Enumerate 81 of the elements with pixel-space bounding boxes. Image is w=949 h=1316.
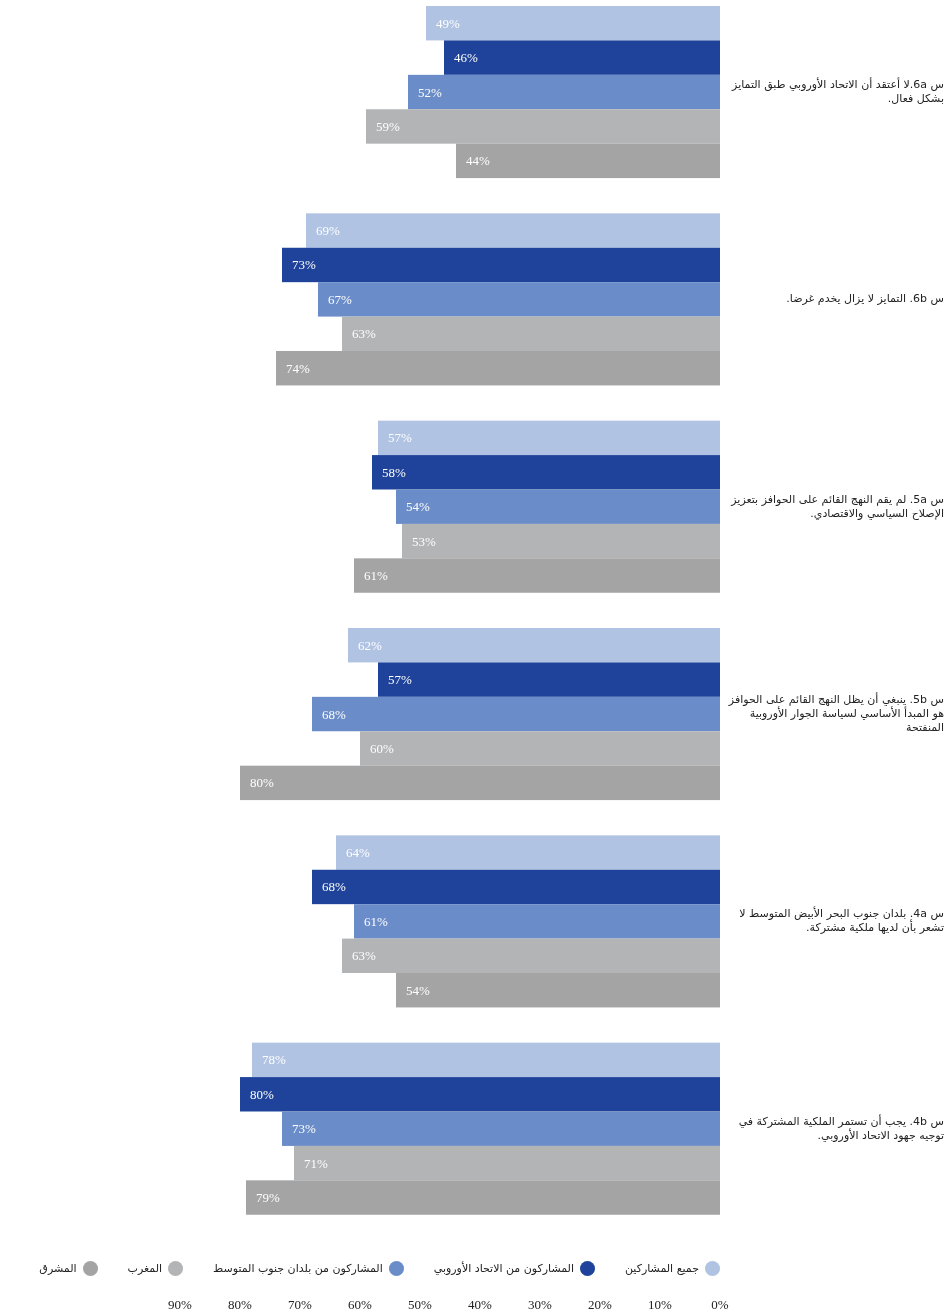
bar <box>408 74 720 110</box>
bar <box>240 765 720 801</box>
data-label: 54% <box>406 499 430 515</box>
bar <box>306 213 720 248</box>
bar <box>252 1042 720 1078</box>
data-label: 73% <box>292 1121 316 1137</box>
bar <box>372 455 720 490</box>
y-tick-label: س 4b. يجب أن تستمر الملكية المشتركة في توجيه جهود الاتحاد الأوروبي. <box>737 1114 944 1143</box>
data-label: 79% <box>256 1190 280 1206</box>
bar <box>282 1111 720 1146</box>
data-label: 63% <box>352 948 376 964</box>
bar <box>348 628 720 663</box>
data-label: 57% <box>388 672 412 688</box>
bar <box>312 869 720 905</box>
data-label: 68% <box>322 879 346 895</box>
data-label: 58% <box>382 464 406 480</box>
data-label: 63% <box>352 326 376 342</box>
bar <box>366 109 720 144</box>
y-tick-label: س 5a. لم يقم النهج القائم على الحوافز بتعزيز الإصلاح السياسي والاقتصادي. <box>729 492 944 521</box>
y-tick-label: س 5b. ينبغي أن يظل النهج القائم على الحوافز هو المبدأ الأساسي لسياسة الجوار الأوروبية المنفتحة <box>727 693 944 736</box>
data-label: 52% <box>418 84 442 100</box>
bar <box>456 143 720 179</box>
x-tick-label: 80% <box>228 1297 253 1312</box>
legend-label: جميع المشاركين <box>624 1262 699 1275</box>
bar <box>240 1077 720 1112</box>
bar <box>354 904 720 939</box>
legend-label: المشاركون من بلدان جنوب المتوسط <box>213 1262 383 1275</box>
bar <box>444 40 720 75</box>
legend-label: المغرب <box>127 1262 163 1275</box>
legend-label: المشرق <box>39 1262 77 1275</box>
bar <box>342 938 720 973</box>
data-label: 68% <box>322 706 346 722</box>
data-label: 69% <box>316 223 340 239</box>
x-tick-label: 30% <box>528 1297 553 1312</box>
data-label: 74% <box>286 360 310 376</box>
x-tick-label: 40% <box>468 1297 493 1312</box>
y-tick-label: س 6a.لا أعتقد أن الاتحاد الأوروبي طبق التمايز بشكل فعال. <box>730 78 944 107</box>
bar <box>282 247 720 283</box>
x-tick-label: 20% <box>588 1297 613 1312</box>
bar <box>312 696 720 732</box>
bar <box>336 835 720 870</box>
data-label: 49% <box>436 15 460 31</box>
data-label: 60% <box>370 740 394 756</box>
data-label: 61% <box>364 568 388 584</box>
bar <box>378 662 720 697</box>
data-label: 80% <box>250 1086 274 1102</box>
bar <box>360 731 720 766</box>
y-tick-label: س 6b. التمايز لا يزال يخدم غرضا. <box>785 292 944 307</box>
x-tick-label: 60% <box>348 1297 373 1312</box>
data-label: 80% <box>250 775 274 791</box>
legend-label: المشاركون من الاتحاد الأوروبي <box>433 1262 574 1275</box>
data-label: 73% <box>292 257 316 273</box>
data-label: 64% <box>346 845 370 861</box>
bar <box>342 316 720 351</box>
data-label: 67% <box>328 291 352 307</box>
data-label: 44% <box>466 153 490 169</box>
bar <box>354 558 720 593</box>
bar <box>318 282 720 317</box>
data-label: 71% <box>304 1155 328 1171</box>
data-label: 61% <box>364 913 388 929</box>
data-label: 54% <box>406 982 430 998</box>
data-label: 53% <box>412 533 436 549</box>
data-label: 78% <box>262 1052 286 1068</box>
x-tick-label: 50% <box>408 1297 433 1312</box>
bar <box>396 489 720 524</box>
bar <box>378 420 720 456</box>
bar <box>246 1180 720 1215</box>
data-label: 57% <box>388 430 412 446</box>
bar <box>276 351 720 386</box>
x-tick-label: 0% <box>711 1297 729 1312</box>
y-tick-label: س 4a. بلدان جنوب البحر الأبيض المتوسط لا تشعر بأن لديها ملكية مشتركة. <box>738 907 944 936</box>
x-tick-label: 90% <box>168 1297 193 1312</box>
bar <box>426 6 720 41</box>
bar <box>396 973 720 1008</box>
x-tick-label: 10% <box>648 1297 673 1312</box>
data-label: 62% <box>358 637 382 653</box>
bar <box>402 523 720 559</box>
bar <box>294 1145 720 1181</box>
x-tick-label: 70% <box>288 1297 313 1312</box>
data-label: 59% <box>376 118 400 134</box>
data-label: 46% <box>454 50 478 66</box>
